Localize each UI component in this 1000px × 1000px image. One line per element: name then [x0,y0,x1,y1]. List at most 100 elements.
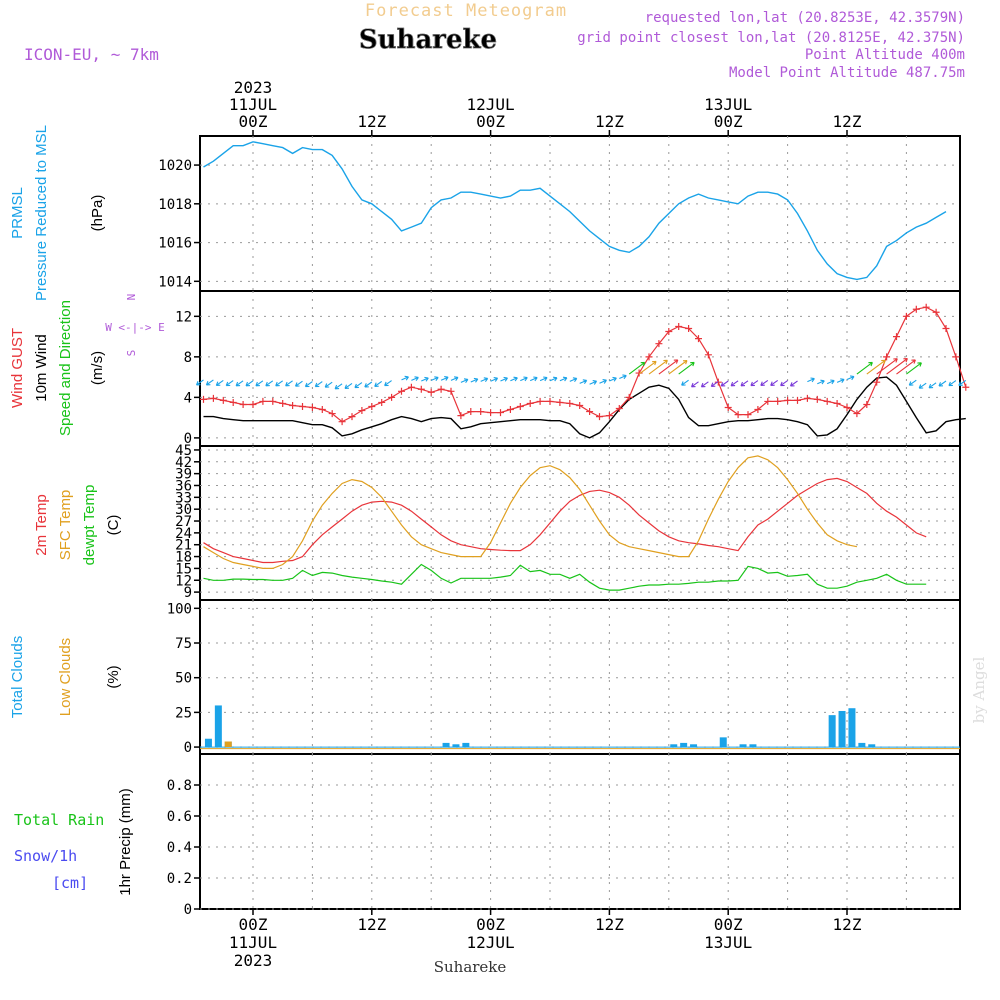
gust-marker [388,393,396,401]
temp-unit: (C) [105,515,122,536]
ytick-label: 15 [175,561,192,577]
gust-marker [596,413,603,421]
bottom-time-label: 2023 [234,951,273,970]
wind-direction-arrow [826,379,835,385]
wind-direction-arrow [589,380,598,385]
ytick-label: 36 [175,478,192,494]
ytick-label: 12 [175,573,192,589]
gust-marker [803,394,811,402]
wind-direction-arrow [928,382,937,389]
total-cloud-bar [462,742,470,748]
wind-direction-arrow [334,383,343,390]
wind-direction-arrow [374,380,383,387]
gust-marker [912,305,920,313]
ytick-label: 1018 [158,197,192,213]
top-time-label: 00Z [714,112,743,131]
wind-direction-arrow [609,376,617,382]
wind-direction-arrow [500,376,508,382]
wind-direction-arrow [918,382,927,389]
wind-speed-line [203,376,966,439]
wind-direction-arrow [678,361,695,375]
wind-direction-arrow [958,379,967,386]
ytick-label: 42 [175,455,192,471]
top-time-label: 2023 [234,78,273,97]
wind-direction-arrow [195,379,204,386]
ytick-label: 0.4 [167,840,192,856]
gust-marker [229,398,237,406]
pressure-line [203,141,947,281]
ytick-label: 75 [175,636,192,652]
ytick-label: 24 [175,526,192,542]
wind-direction-arrow [529,376,538,382]
ytick-label: 25 [175,705,192,721]
wind-direction-arrow [638,360,657,375]
top-time-label: 12Z [833,112,862,131]
wind-direction-arrow [245,380,254,387]
ytick-label: 4 [184,390,192,406]
total-cloud-bar [719,737,727,748]
gust-marker [605,412,613,420]
gust-marker [407,383,415,391]
gust-marker [536,397,544,405]
wind-direction-arrow [314,381,323,388]
gust-marker [962,383,970,391]
total-cloud-bar [838,710,846,748]
wind-direction-arrow [235,380,244,387]
wind-direction-arrow [480,377,489,383]
wind-direction-arrow [579,379,588,385]
gust-label: Wind GUST [9,328,26,408]
gust-marker [922,303,930,311]
pressure-label-2: Pressure Reduced to MSL [33,125,50,301]
wind-direction-arrow [908,379,917,386]
gust-marker [902,312,910,320]
ytick-label: 33 [175,490,192,506]
gust-marker [932,308,940,316]
wind-direction-arrow [628,361,646,375]
gust-marker [269,397,277,405]
wind-direction-arrow [364,381,373,388]
gust-marker [556,398,564,406]
wind-direction-arrow [836,378,845,384]
compass-west-east: W <-|-> E [105,321,165,334]
total-cloud-bar [749,744,757,748]
top-time-label: 00Z [239,112,268,131]
gust-marker [398,387,405,395]
compass-north: N [125,294,138,301]
wind-direction-arrow [205,379,214,386]
wind-direction-arrow [215,379,224,386]
gust-marker [487,409,495,417]
wind-direction-arrow [658,359,679,375]
gust-marker [853,410,861,418]
bottom-time-label: 12Z [357,915,386,934]
gust-marker [823,397,831,405]
ytick-label: 1016 [158,236,192,252]
clouds-panel [199,599,961,755]
wind-direction-arrow [770,379,779,386]
gust-marker [813,395,821,403]
gust-marker [586,408,594,416]
gust-marker [546,397,554,405]
bottom-time-label: 00Z [714,915,743,934]
gust-marker [665,328,673,336]
requested-coords: requested lon,lat (20.8253E, 42.3579N) [645,10,965,26]
bottom-time-label: 12Z [595,915,624,934]
wind-direction-arrow [430,376,439,382]
gust-marker [833,399,841,407]
wind-direction-arrow [294,380,303,387]
gust-marker [338,418,346,426]
gust-marker [378,398,386,406]
total-cloud-bar [670,744,678,748]
gust-marker [942,324,950,332]
bottom-time-label: 12JUL [467,933,515,952]
wind-direction-arrow [401,375,409,381]
wind-direction-arrow [421,376,429,382]
wind-direction-arrow [681,379,689,386]
dewpt-temp-line [203,563,927,591]
top-time-label: 11JUL [229,95,277,114]
wind-direction-arrow [275,380,284,387]
top-time-label: 12Z [357,112,386,131]
wind-direction-arrow [856,361,873,375]
wind-direction-arrow [876,358,898,375]
wind-direction-arrow [710,380,719,387]
